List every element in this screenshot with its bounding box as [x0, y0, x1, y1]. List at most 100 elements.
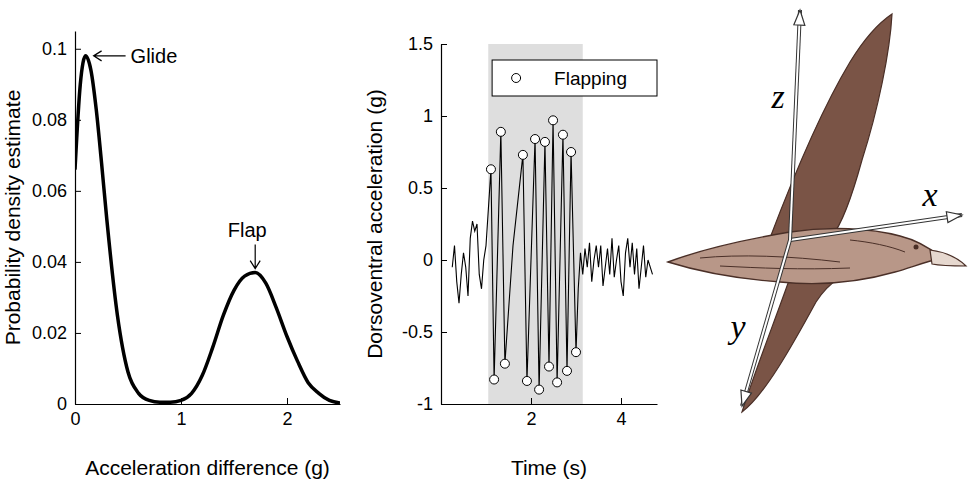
legend-box — [492, 60, 657, 96]
tick-mark — [621, 398, 622, 404]
tick-mark — [75, 262, 81, 263]
flap-marker — [567, 148, 576, 157]
flap-marker — [500, 359, 509, 368]
figure: 0 1 2 0 0.02 0.04 0.06 0.08 0.1 Acceleration diff… — [0, 0, 974, 490]
tick: -0.5 — [402, 322, 447, 342]
tick-mark — [441, 332, 447, 333]
panel-acceleration: 24-1-0.500.511.5Time (s)Dorsoventral acc… — [363, 34, 658, 479]
tick-mark — [75, 191, 81, 192]
axis-line — [76, 404, 341, 405]
tick-label: 0 — [423, 250, 433, 270]
flap-marker — [518, 150, 527, 159]
flap-marker — [553, 378, 562, 387]
tick-mark — [441, 260, 447, 261]
y-axis: 0 0.02 0.04 0.06 0.08 0.1 — [32, 32, 81, 415]
tick-label: 4 — [616, 409, 626, 429]
annotation: Glide — [131, 45, 178, 67]
body-axis-outline — [790, 10, 800, 240]
body-axis-arrowhead — [794, 10, 805, 25]
flap-marker — [563, 366, 572, 375]
body-axis-arrowhead — [741, 390, 752, 406]
tick-label: 0.08 — [32, 110, 67, 130]
body-axis-label: x — [921, 176, 937, 213]
y-axis-title: Dorsoventral acceleration (g) — [363, 89, 386, 359]
annotation-arrow — [94, 51, 126, 61]
flap-marker — [531, 135, 540, 144]
flap-marker — [545, 362, 554, 371]
tick: 1 — [176, 398, 186, 429]
body-axis — [790, 10, 800, 240]
tick-mark — [75, 49, 81, 50]
tick-label: 0 — [70, 409, 80, 429]
body-axis-label: y — [727, 308, 746, 345]
tick-label: 1 — [423, 106, 433, 126]
tick-label: 1 — [176, 409, 186, 429]
tick-mark — [75, 404, 81, 405]
flap-marker — [572, 348, 581, 357]
x-axis-title: Acceleration difference (g) — [85, 456, 330, 479]
legend-marker — [512, 74, 521, 83]
body-axis-outline — [790, 215, 962, 240]
flap-marker — [535, 385, 544, 394]
tick-mark — [441, 188, 447, 189]
body-axis — [790, 215, 962, 240]
tick-mark — [75, 120, 81, 121]
body-axis-arrowhead — [946, 212, 962, 223]
annotation-arrow — [250, 245, 260, 269]
tick-mark — [441, 116, 447, 117]
body-axis — [742, 240, 790, 406]
flap-marker — [522, 376, 531, 385]
x-axis: 0 1 2 — [70, 398, 340, 429]
annotation: Flap — [228, 219, 267, 241]
tick: 0 — [57, 394, 81, 414]
tick: 0.5 — [408, 178, 447, 198]
tick: 0.02 — [32, 323, 81, 343]
tick: 0.04 — [32, 252, 81, 272]
tick-mark — [181, 398, 182, 404]
tick-mark — [441, 44, 447, 45]
flap-marker — [496, 127, 505, 136]
bird-shading — [700, 240, 905, 269]
tick-label: 0.1 — [42, 39, 67, 59]
axis-line — [442, 404, 658, 405]
x-axis: 24 — [442, 398, 658, 429]
body-axis-outline — [742, 240, 790, 406]
tick-label: 0.02 — [32, 323, 67, 343]
y-axis-title: Probability density estimate — [1, 90, 24, 346]
tick: 0.06 — [32, 181, 81, 201]
body-axis-label: z — [770, 78, 784, 115]
plot-area — [452, 44, 652, 404]
flap-marker — [490, 375, 499, 384]
bird-wing — [770, 14, 892, 238]
tick-label: 0.04 — [32, 252, 67, 272]
bird-illustration: x y z — [668, 10, 966, 412]
tick-label: 0 — [57, 394, 67, 414]
tick: 2 — [526, 398, 536, 429]
flap-marker — [558, 130, 567, 139]
tick-label: 0.06 — [32, 181, 67, 201]
panel-density: 0 1 2 0 0.02 0.04 0.06 0.08 0.1 Acceleration diff… — [1, 32, 341, 480]
tick: 1.5 — [408, 34, 447, 54]
tick-label: 1.5 — [408, 34, 433, 54]
bird-wing — [742, 272, 842, 412]
flap-marker — [486, 165, 495, 174]
tick-mark — [287, 398, 288, 404]
legend: Flapping — [492, 60, 657, 96]
flap-marker — [549, 116, 558, 125]
bird-beak — [930, 250, 966, 266]
tick-label: 2 — [526, 409, 536, 429]
y-axis: -1-0.500.511.5 — [402, 34, 447, 414]
density-line — [75, 56, 340, 403]
tick-mark — [441, 404, 447, 405]
plot-area — [75, 56, 340, 403]
tick: 1 — [423, 106, 447, 126]
bird-eye — [914, 245, 919, 250]
axis-line — [75, 32, 76, 405]
acceleration-line — [452, 120, 652, 389]
tick: 0.1 — [42, 39, 81, 59]
tick-label: 0.5 — [408, 178, 433, 198]
tick-mark — [75, 333, 81, 334]
x-axis-title: Time (s) — [511, 456, 587, 479]
tick: 2 — [282, 398, 292, 429]
tick-mark — [531, 398, 532, 404]
